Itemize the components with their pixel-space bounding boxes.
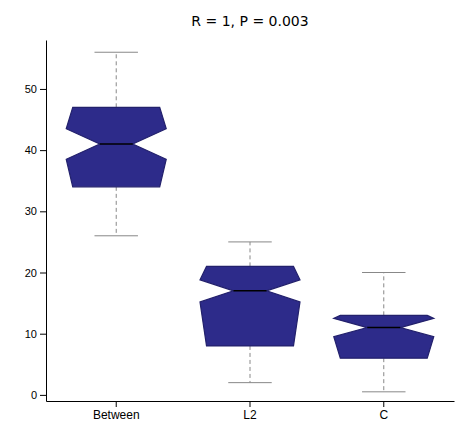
boxes	[66, 52, 434, 392]
y-tick-mark	[40, 150, 46, 151]
y-tick-label: 50	[25, 83, 37, 95]
median	[233, 290, 266, 292]
cap-high	[94, 52, 137, 53]
y-tick: 30	[25, 205, 46, 217]
x-tick-label: L2	[243, 408, 257, 422]
y-tick-mark	[40, 395, 46, 396]
y-tick: 20	[25, 267, 46, 279]
y-tick-label: 40	[25, 144, 37, 156]
cap-high	[362, 272, 405, 273]
whisker-low	[383, 358, 384, 392]
median	[367, 327, 400, 329]
box	[66, 107, 166, 187]
chart: 0 10 20 30 40 50 Between L2 C R = 1, P = 0.003	[0, 0, 474, 441]
x-tick: L2	[243, 401, 257, 422]
y-tick-mark	[40, 211, 46, 212]
y-tick-mark	[40, 89, 46, 90]
cap-low	[362, 391, 405, 392]
box-group	[334, 273, 434, 392]
x-tick: C	[379, 401, 388, 422]
cap-high	[228, 241, 271, 242]
plot-area: 0 10 20 30 40 50 Between L2 C	[25, 41, 455, 422]
y-tick-mark	[40, 273, 46, 274]
whisker-high	[250, 242, 251, 266]
cap-low	[94, 235, 137, 236]
x-tick-mark	[250, 401, 251, 407]
median	[100, 143, 133, 145]
box-group	[66, 52, 166, 236]
y-tick-label: 0	[31, 389, 37, 401]
box	[334, 315, 434, 358]
whisker-low	[250, 346, 251, 383]
x-axis: Between L2 C	[47, 401, 455, 422]
whisker-high	[116, 52, 117, 107]
y-axis-line	[46, 41, 47, 402]
whisker-high	[383, 273, 384, 316]
title: R = 1, P = 0.003	[191, 13, 308, 29]
y-tick-mark	[40, 334, 46, 335]
x-tick-label: C	[379, 408, 388, 422]
y-tick: 0	[31, 389, 46, 401]
x-tick-label: Between	[93, 408, 140, 422]
x-tick-mark	[383, 401, 384, 407]
y-tick-label: 20	[25, 267, 37, 279]
box-group	[200, 242, 300, 383]
box	[200, 266, 300, 346]
whisker-low	[116, 187, 117, 236]
x-tick: Between	[93, 401, 140, 422]
y-tick: 10	[25, 328, 46, 340]
x-tick-mark	[116, 401, 117, 407]
y-tick: 50	[25, 83, 46, 95]
cap-low	[228, 382, 271, 383]
y-tick-label: 30	[25, 205, 37, 217]
y-tick-label: 10	[25, 328, 37, 340]
y-tick: 40	[25, 144, 46, 156]
y-axis: 0 10 20 30 40 50	[25, 41, 47, 402]
